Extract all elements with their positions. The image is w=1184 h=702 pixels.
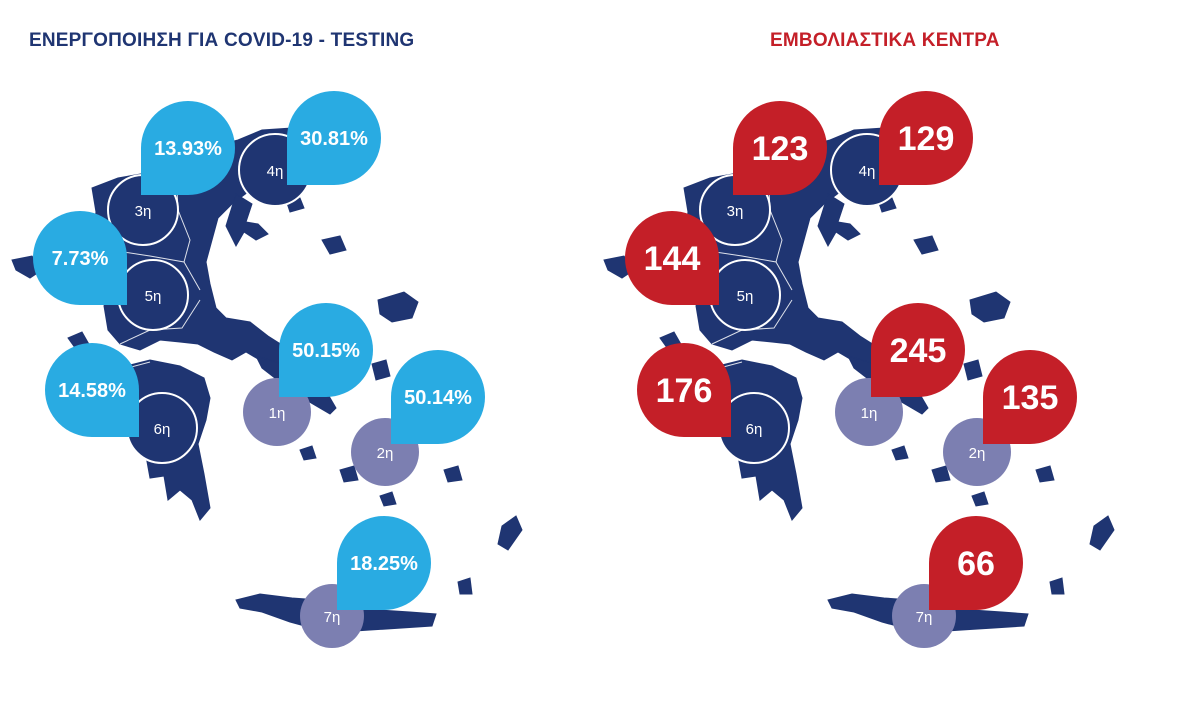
- land-shape: [225, 193, 269, 248]
- pin-shape: [637, 343, 731, 437]
- land-shape: [969, 291, 1011, 323]
- region-label: 6η: [154, 421, 171, 438]
- value-pin-4η: 30.81%: [287, 91, 381, 185]
- pin-value: 123: [752, 130, 809, 168]
- region-label: 7η: [916, 609, 933, 626]
- region-label: 3η: [135, 203, 152, 220]
- region-label: 5η: [737, 288, 754, 305]
- land-shape: [339, 465, 359, 483]
- pin-value: 14.58%: [58, 380, 126, 402]
- region-label: 4η: [859, 163, 876, 180]
- land-shape: [913, 235, 939, 255]
- pin-shape: [625, 211, 719, 305]
- land-shape: [371, 359, 391, 381]
- pin-value: 18.25%: [350, 553, 418, 575]
- land-shape: [931, 465, 951, 483]
- left-panel-title: ΕΝΕΡΓΟΠΟΙΗΣΗ ΓΙΑ COVID-19 - TESTING: [29, 30, 415, 51]
- value-pin-7η: 18.25%: [337, 516, 431, 610]
- value-pin-7η: 66: [929, 516, 1023, 610]
- value-pin-6η: 14.58%: [45, 343, 139, 437]
- value-pin-2η: 50.14%: [391, 350, 485, 444]
- region-label: 2η: [377, 445, 394, 462]
- value-pins: 123 129 144 176 245 135 66: [625, 91, 1077, 610]
- region-border: [109, 249, 201, 291]
- land-shape: [443, 465, 463, 483]
- value-pin-1η: 245: [871, 303, 965, 397]
- right-panel-title: ΕΜΒΟΛΙΑΣΤΙΚΑ ΚΕΝΤΡΑ: [770, 30, 1000, 51]
- region-marker-5η: 5η: [117, 259, 189, 331]
- pin-value: 135: [1002, 379, 1059, 417]
- land-shape: [299, 445, 317, 461]
- value-pin-3η: 123: [733, 101, 827, 195]
- pin-shape: [45, 343, 139, 437]
- land-shape: [379, 491, 397, 507]
- pin-value: 176: [656, 372, 713, 410]
- value-pin-5η: 7.73%: [33, 211, 127, 305]
- land-shape: [377, 291, 419, 323]
- pin-shape: [871, 303, 965, 397]
- land-shape: [891, 445, 909, 461]
- pin-value: 30.81%: [300, 128, 368, 150]
- value-pin-3η: 13.93%: [141, 101, 235, 195]
- land-shape: [1049, 577, 1065, 595]
- region-marker-5η: 5η: [709, 259, 781, 331]
- land-shape: [1035, 465, 1055, 483]
- pin-value: 50.15%: [292, 340, 360, 362]
- pin-shape: [983, 350, 1077, 444]
- pin-shape: [279, 303, 373, 397]
- region-label: 3η: [727, 203, 744, 220]
- region-label: 1η: [269, 405, 286, 422]
- pin-shape: [929, 516, 1023, 610]
- value-pin-5η: 144: [625, 211, 719, 305]
- pin-value: 66: [957, 545, 995, 583]
- land-shape: [817, 193, 861, 248]
- land-shape: [497, 515, 523, 551]
- pin-value: 7.73%: [52, 248, 109, 270]
- region-label: 4η: [267, 163, 284, 180]
- pin-value: 144: [644, 240, 701, 278]
- value-pin-1η: 50.15%: [279, 303, 373, 397]
- region-label: 5η: [145, 288, 162, 305]
- pin-shape: [33, 211, 127, 305]
- region-label: 2η: [969, 445, 986, 462]
- land-shape: [1089, 515, 1115, 551]
- value-pin-4η: 129: [879, 91, 973, 185]
- pin-value: 13.93%: [154, 138, 222, 160]
- pin-shape: [391, 350, 485, 444]
- value-pins: 13.93% 30.81% 7.73% 14.58% 50.15% 50.14% 18.25…: [33, 91, 485, 610]
- pin-shape: [879, 91, 973, 185]
- pin-value: 50.14%: [404, 387, 472, 409]
- greece-map-vaccination-centers: 3η 4η 5η 6η 1η 2η 7η 123 129 144 176 245 135 66: [603, 91, 1115, 648]
- region-border: [711, 299, 793, 345]
- land-shape: [321, 235, 347, 255]
- land-shape: [971, 491, 989, 507]
- left-map-panel: ΕΝΕΡΓΟΠΟΙΗΣΗ ΓΙΑ COVID-19 - TESTING 3η 4η…: [11, 30, 523, 648]
- region-markers: 3η 4η 5η 6η 1η 2η 7η: [107, 133, 419, 648]
- value-pin-6η: 176: [637, 343, 731, 437]
- greece-map-testing: 3η 4η 5η 6η 1η 2η 7η 13.93% 30.81% 7.73% 14.58% 50.…: [11, 91, 523, 648]
- land-shape: [963, 359, 983, 381]
- land-shape: [457, 577, 473, 595]
- pin-value: 129: [898, 120, 955, 158]
- region-border: [119, 299, 201, 345]
- region-label: 6η: [746, 421, 763, 438]
- region-label: 7η: [324, 609, 341, 626]
- right-map-panel: ΕΜΒΟΛΙΑΣΤΙΚΑ ΚΕΝΤΡΑ 3η 4η 5η 6η 1η 2η 7η 123 129…: [592, 0, 1184, 702]
- pin-shape: [337, 516, 431, 610]
- value-pin-2η: 135: [983, 350, 1077, 444]
- region-border: [701, 249, 793, 291]
- pin-shape: [287, 91, 381, 185]
- pin-shape: [733, 101, 827, 195]
- region-label: 1η: [861, 405, 878, 422]
- pin-value: 245: [890, 332, 947, 370]
- pin-shape: [141, 101, 235, 195]
